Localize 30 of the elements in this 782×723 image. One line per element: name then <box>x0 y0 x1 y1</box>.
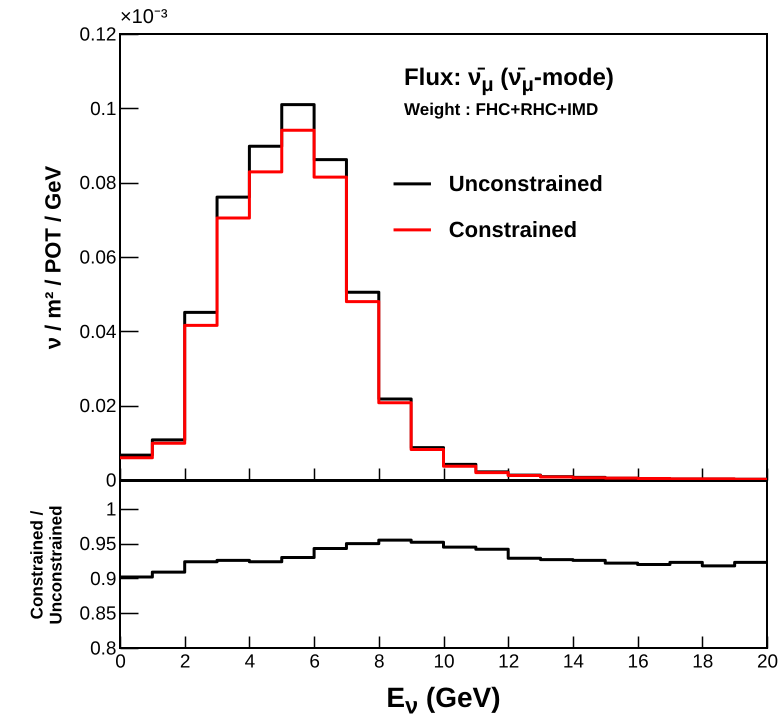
x-axis-title: E$_{ν}$ (GeV) <box>385 682 502 720</box>
x-tick-label: 4 <box>244 652 256 672</box>
x-tick-label: 8 <box>374 652 385 672</box>
y-tick-label: 0.95 <box>80 534 116 556</box>
y-tick-label: 0.85 <box>80 604 116 625</box>
annotation: Flux: ν̄$_{μ}$ (ν̄$_{μ}$-mode) <box>404 64 614 97</box>
y-tick-label: 0.12 <box>80 24 116 46</box>
x-tick-label: 20 <box>756 652 778 672</box>
y-tick-label: 0.1 <box>90 98 116 120</box>
y-tick-label: 1 <box>106 499 116 520</box>
y-tick-label: 0.8 <box>90 638 116 660</box>
y-tick-label: 0 <box>106 470 116 492</box>
y-tick-label: 0.02 <box>80 396 116 418</box>
x-tick-label: 12 <box>498 652 520 672</box>
annotation: Weight : FHC+RHC+IMD <box>404 100 598 120</box>
y-tick-label: 0.08 <box>80 173 116 194</box>
x-tick-label: 18 <box>692 652 714 672</box>
x-tick-label: 14 <box>562 652 584 672</box>
y-axis-title: Constrained / Unconstrained <box>28 505 66 625</box>
text: ×10⁻³ <box>120 5 168 29</box>
legend-label: Constrained <box>448 216 578 242</box>
y-tick-label: 0.06 <box>80 248 116 268</box>
legend-label: Unconstrained <box>448 170 603 196</box>
x-tick-label: 2 <box>180 652 190 672</box>
x-tick-label: 6 <box>309 652 320 672</box>
x-tick-label: 16 <box>628 652 649 672</box>
x-tick-label: 10 <box>433 652 455 672</box>
y-axis-title: ν / m² / POT / GeV <box>40 165 66 350</box>
y-tick-label: 0.9 <box>90 568 116 590</box>
y-tick-label: 0.04 <box>80 322 117 343</box>
